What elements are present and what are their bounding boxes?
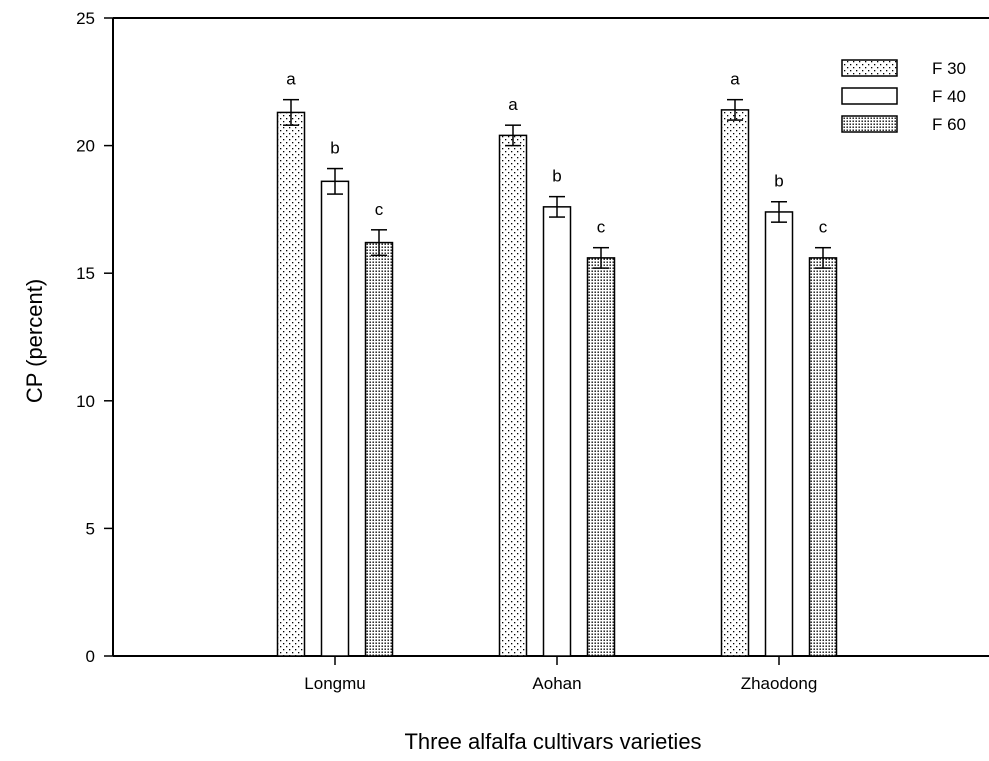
- x-tick-label: Longmu: [304, 674, 365, 693]
- significance-label: c: [597, 218, 606, 237]
- bar: [764, 211, 794, 657]
- significance-label: c: [375, 200, 384, 219]
- bar: [498, 134, 528, 657]
- legend: F 30 F 40 F 60: [841, 59, 966, 134]
- bar: [720, 109, 750, 657]
- y-axis-title: CP (percent): [22, 279, 47, 403]
- x-axis-title: Three alfalfa cultivars varieties: [404, 729, 701, 754]
- y-tick-label: 15: [76, 264, 95, 283]
- y-axis: 0 5 10 15 20 25: [76, 9, 989, 666]
- significance-label: a: [730, 70, 740, 89]
- bar: [364, 241, 394, 657]
- significance-label: b: [552, 167, 561, 186]
- significance-label: c: [819, 218, 828, 237]
- x-tick-label: Aohan: [532, 674, 581, 693]
- legend-swatch: [841, 87, 898, 105]
- bar: [542, 206, 572, 657]
- significance-label: b: [330, 139, 339, 158]
- bars-group: a b c a b c a b c: [276, 70, 838, 657]
- significance-label: b: [774, 172, 783, 191]
- y-tick-label: 10: [76, 392, 95, 411]
- y-tick-label: 25: [76, 9, 95, 28]
- bar: [276, 111, 306, 657]
- bar: [586, 257, 616, 657]
- significance-label: a: [508, 95, 518, 114]
- y-tick-label: 20: [76, 137, 95, 156]
- legend-label: F 40: [932, 87, 966, 106]
- bar: [320, 180, 350, 657]
- legend-label: F 30: [932, 59, 966, 78]
- legend-swatch: [841, 59, 898, 77]
- bar: [808, 257, 838, 657]
- legend-swatch: [841, 115, 898, 133]
- legend-label: F 60: [932, 115, 966, 134]
- significance-label: a: [286, 70, 296, 89]
- x-axis: Longmu Aohan Zhaodong: [113, 655, 989, 693]
- x-tick-label: Zhaodong: [741, 674, 818, 693]
- y-tick-label: 0: [86, 647, 95, 666]
- y-tick-label: 5: [86, 519, 95, 538]
